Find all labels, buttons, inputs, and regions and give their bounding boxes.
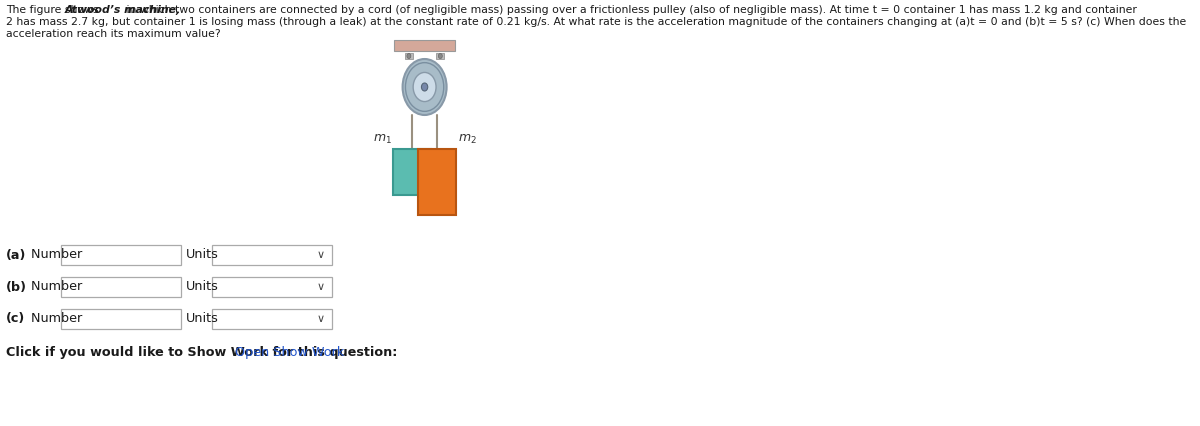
Text: Number: Number xyxy=(26,248,82,261)
Text: ∨: ∨ xyxy=(317,249,325,259)
Text: The figure shows: The figure shows xyxy=(6,5,102,15)
Circle shape xyxy=(407,55,410,59)
Text: Units: Units xyxy=(186,312,218,325)
Text: in which two containers are connected by a cord (of negligible mass) passing ove: in which two containers are connected by… xyxy=(122,5,1136,15)
Text: Number: Number xyxy=(26,280,82,293)
Text: ∨: ∨ xyxy=(317,313,325,323)
Text: (c): (c) xyxy=(6,312,25,325)
FancyBboxPatch shape xyxy=(61,309,181,329)
Text: Open Show Work: Open Show Work xyxy=(235,345,344,359)
Text: Units: Units xyxy=(186,248,218,261)
FancyBboxPatch shape xyxy=(212,277,332,297)
Circle shape xyxy=(402,60,446,116)
Text: Number: Number xyxy=(26,312,82,325)
Text: (b): (b) xyxy=(6,280,28,293)
FancyBboxPatch shape xyxy=(61,277,181,297)
Text: acceleration reach its maximum value?: acceleration reach its maximum value? xyxy=(6,29,221,39)
Text: Click if you would like to Show Work for this question:: Click if you would like to Show Work for… xyxy=(6,345,397,359)
Text: ∨: ∨ xyxy=(317,281,325,291)
Circle shape xyxy=(421,84,427,92)
Text: $m_1$: $m_1$ xyxy=(373,132,392,146)
FancyBboxPatch shape xyxy=(404,54,413,60)
FancyBboxPatch shape xyxy=(212,309,332,329)
FancyBboxPatch shape xyxy=(419,150,456,216)
FancyBboxPatch shape xyxy=(437,54,444,60)
FancyBboxPatch shape xyxy=(61,245,181,265)
Circle shape xyxy=(413,73,436,102)
Text: Atwood’s machine,: Atwood’s machine, xyxy=(65,5,180,15)
FancyBboxPatch shape xyxy=(394,150,431,196)
Circle shape xyxy=(438,55,443,59)
Text: (a): (a) xyxy=(6,248,26,261)
FancyBboxPatch shape xyxy=(212,245,332,265)
Text: 2 has mass 2.7 kg, but container 1 is losing mass (through a leak) at the consta: 2 has mass 2.7 kg, but container 1 is lo… xyxy=(6,17,1187,27)
Text: Units: Units xyxy=(186,280,218,293)
Text: $m_2$: $m_2$ xyxy=(457,132,476,146)
FancyBboxPatch shape xyxy=(394,41,455,52)
